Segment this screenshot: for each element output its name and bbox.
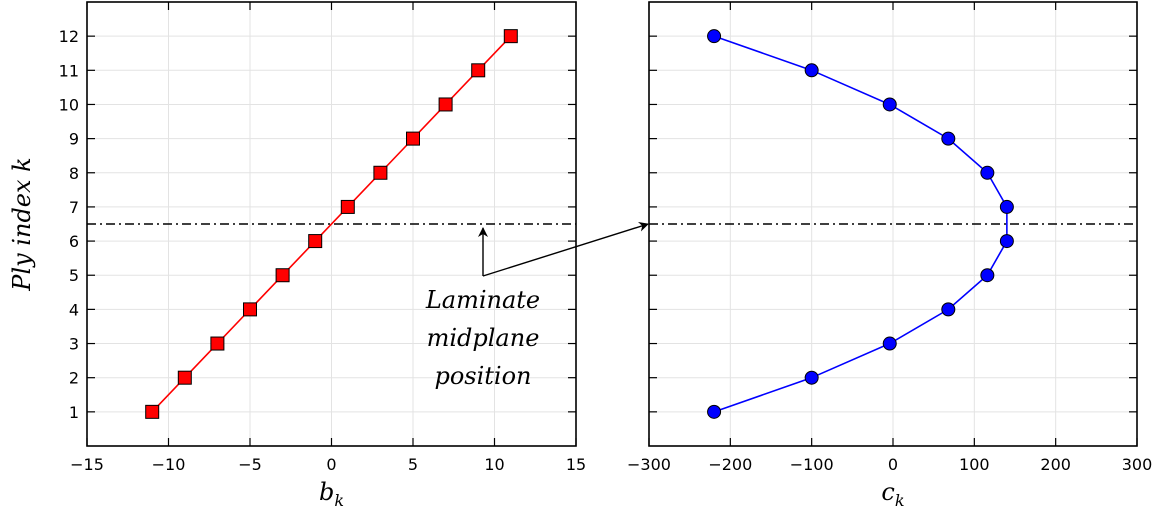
left-ytick-label: 6: [69, 232, 79, 251]
right-data-point: [882, 336, 897, 351]
annotation-text-line: Laminate: [425, 286, 540, 314]
left-xtick-label: −15: [70, 455, 104, 474]
right-data-point: [804, 63, 819, 78]
left-xtick-label: 0: [326, 455, 336, 474]
left-ytick-label: 1: [69, 403, 79, 422]
left-xtick-label: 5: [408, 455, 418, 474]
annotation-arrow-right: [482, 221, 649, 277]
left-data-point: [503, 29, 518, 44]
left-xlabel: bk: [319, 478, 344, 510]
right-xtick-label: −300: [627, 455, 671, 474]
left-ytick-label: 8: [69, 164, 79, 183]
left-data-point: [177, 370, 192, 385]
right-xlabel: ck: [881, 478, 904, 510]
left-data-point: [406, 131, 420, 146]
left-data-point: [210, 336, 225, 351]
left-data-point: [373, 165, 388, 180]
left-data-point: [243, 302, 257, 317]
annotation: Laminate midplane position: [425, 221, 649, 390]
left-ytick-label: 10: [59, 95, 79, 114]
left-ylabel: Ply index k: [8, 157, 36, 291]
left-ytick-label: 9: [69, 130, 79, 149]
right-data-point: [941, 302, 956, 317]
left-data-point: [275, 268, 290, 283]
left-data-point: [145, 404, 160, 419]
annotation-text-line: position: [434, 362, 531, 390]
right-xtick-label: 100: [959, 455, 990, 474]
left-ytick-label: 11: [59, 61, 79, 80]
right-data-point: [941, 131, 956, 146]
left-xtick-label: −5: [238, 455, 262, 474]
left-xtick-label: −10: [152, 455, 186, 474]
right-xtick-label: 0: [888, 455, 898, 474]
right-panel: −300 −200 −100 0 100 200 300 ck: [627, 1, 1153, 510]
right-xtick-label: 200: [1040, 455, 1071, 474]
left-ytick-label: 12: [59, 27, 79, 46]
left-ytick-label: 7: [69, 198, 79, 217]
right-data-point: [980, 165, 995, 180]
right-data-point: [999, 234, 1014, 249]
left-data-point: [438, 97, 453, 112]
left-data-point: [340, 199, 355, 214]
left-data-point: [308, 234, 323, 249]
right-data-point: [707, 404, 722, 419]
left-ytick-label: 3: [69, 335, 79, 354]
left-xtick-label: 10: [484, 455, 504, 474]
right-data-point: [804, 370, 819, 385]
left-xtick-label: 15: [566, 455, 586, 474]
left-data-point: [471, 63, 486, 78]
right-xtick-label: 300: [1122, 455, 1153, 474]
right-data-point: [980, 268, 995, 283]
right-data-point: [999, 199, 1014, 214]
right-xtick-label: −200: [708, 455, 752, 474]
left-ytick-label: 5: [69, 266, 79, 285]
right-data-point: [707, 29, 722, 44]
right-series-line: [713, 35, 1008, 413]
annotation-text-line: midplane: [427, 324, 540, 352]
right-data-point: [882, 97, 897, 112]
left-ytick-label: 4: [69, 300, 79, 319]
left-ytick-label: 2: [69, 369, 79, 388]
right-xtick-label: −100: [790, 455, 834, 474]
